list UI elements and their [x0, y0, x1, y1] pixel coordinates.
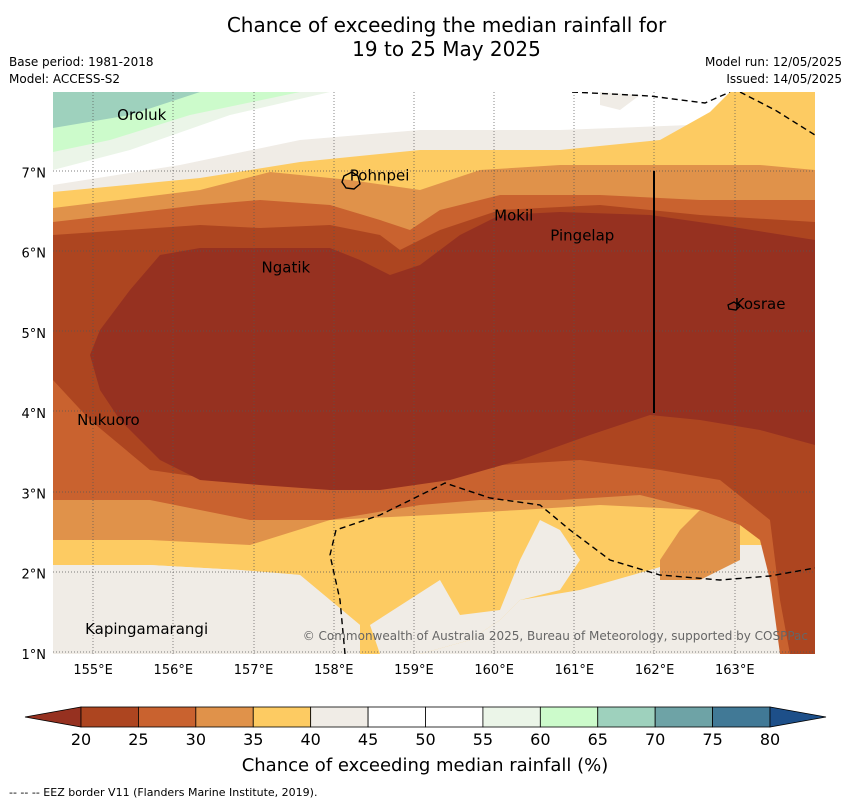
eez-footer-note: -- -- -- EEZ border V11 (Flanders Marine…: [9, 786, 318, 799]
place-labels: Oroluk Pohnpei Mokil Pingelap Ngatik Kosrae Nu…: [77, 106, 785, 638]
lat-tick-label: 6°N: [22, 247, 47, 262]
colorbar-segment: [138, 706, 197, 728]
lat-tick-label: 3°N: [22, 487, 47, 502]
field-40-45-south: [370, 520, 580, 654]
place-label: Nukuoro: [77, 411, 140, 429]
model-text: Model: ACCESS-S2: [9, 72, 121, 86]
colorbar-segment: [597, 706, 656, 728]
place-label: Pohnpei: [350, 166, 410, 184]
colorbar-under-arrow: [24, 706, 82, 728]
field-40-45-patch: [600, 92, 640, 110]
colorbar-tick-label: 65: [588, 730, 608, 749]
colorbar-tick-label: 40: [300, 730, 320, 749]
colorbar-segment: [80, 706, 139, 728]
map-title: Chance of exceeding the median rainfall …: [0, 13, 850, 61]
issued-text: Issued: 14/05/2025: [726, 72, 842, 86]
lon-tick-label: 158°E: [314, 663, 354, 678]
kosrae-island: [727, 301, 742, 311]
lat-tick-label: 5°N: [22, 327, 47, 342]
lon-tick-label: 160°E: [474, 663, 514, 678]
place-label: Oroluk: [117, 106, 166, 124]
lon-tick-label: 157°E: [234, 663, 274, 678]
colorbar-label: Chance of exceeding median rainfall (%): [241, 755, 609, 776]
colorbar-segment: [195, 706, 254, 728]
colorbar-segment: [252, 706, 312, 728]
colorbar-tick-label: 50: [415, 730, 435, 749]
place-label: Mokil: [494, 206, 533, 224]
colorbar-segment: [367, 706, 426, 728]
map-fields: [53, 92, 815, 654]
colorbar: 20 25 30 35 40 45 50 55 60 65 70 75 80: [24, 706, 827, 749]
colorbar-tick-label: 70: [645, 730, 665, 749]
colorbar-segment: [712, 706, 771, 728]
colorbar-segment: [654, 706, 713, 728]
meta-left: Base period: 1981-2018 Model: ACCESS-S2: [9, 54, 154, 88]
field-65-70: [53, 92, 200, 128]
colorbar-tick-label: 45: [358, 730, 378, 749]
colorbar-tick-label: 75: [702, 730, 722, 749]
colorbar-tick-label: 55: [473, 730, 493, 749]
lat-tick-label: 4°N: [22, 407, 47, 422]
lon-tick-label: 155°E: [73, 663, 113, 678]
place-label: Kapingamarangi: [85, 620, 208, 638]
lon-tick-label: 161°E: [555, 663, 595, 678]
lon-tick-label: 159°E: [394, 663, 434, 678]
pohnpei-island: [341, 171, 361, 190]
copyright-text: © Commonwealth of Australia 2025, Bureau…: [303, 629, 808, 643]
colorbar-segment: [425, 706, 484, 728]
tick-labels: 155°E 156°E 157°E 158°E 159°E 160°E 161°E 162°E…: [22, 166, 755, 678]
colorbar-tick-label: 25: [128, 730, 148, 749]
lat-tick-label: 7°N: [22, 166, 47, 181]
place-label: Kosrae: [735, 295, 786, 313]
colorbar-segment: [310, 706, 369, 728]
colorbar-segment: [482, 706, 541, 728]
lon-tick-label: 162°E: [635, 663, 675, 678]
colorbar-segment: [539, 706, 599, 728]
place-label: Ngatik: [262, 259, 311, 277]
field-below-20: [90, 212, 815, 490]
colorbar-tick-label: 20: [71, 730, 91, 749]
graticule: [53, 92, 815, 654]
colorbar-tick-label: 60: [530, 730, 550, 749]
place-label: Pingelap: [550, 227, 614, 245]
meta-right: Model run: 12/05/2025 Issued: 14/05/2025: [705, 54, 842, 88]
title-line-1: Chance of exceeding the median rainfall …: [226, 13, 667, 37]
colorbar-tick-label: 80: [760, 730, 780, 749]
model-run-text: Model run: 12/05/2025: [704, 55, 842, 69]
lon-tick-label: 163°E: [715, 663, 755, 678]
colorbar-tick-label: 30: [186, 730, 206, 749]
base-period-text: Base period: 1981-2018: [9, 55, 154, 69]
title-line-2: 19 to 25 May 2025: [352, 37, 541, 61]
colorbar-over-arrow: [769, 706, 827, 728]
field-30-35-east: [660, 510, 740, 580]
lat-tick-label: 1°N: [22, 648, 47, 663]
field-45-55-north: [53, 92, 815, 185]
eez-border: [329, 92, 815, 654]
field-40-45-southwest: [53, 565, 360, 654]
lon-tick-label: 156°E: [154, 663, 194, 678]
lat-tick-label: 2°N: [22, 568, 47, 583]
colorbar-tick-label: 35: [243, 730, 263, 749]
